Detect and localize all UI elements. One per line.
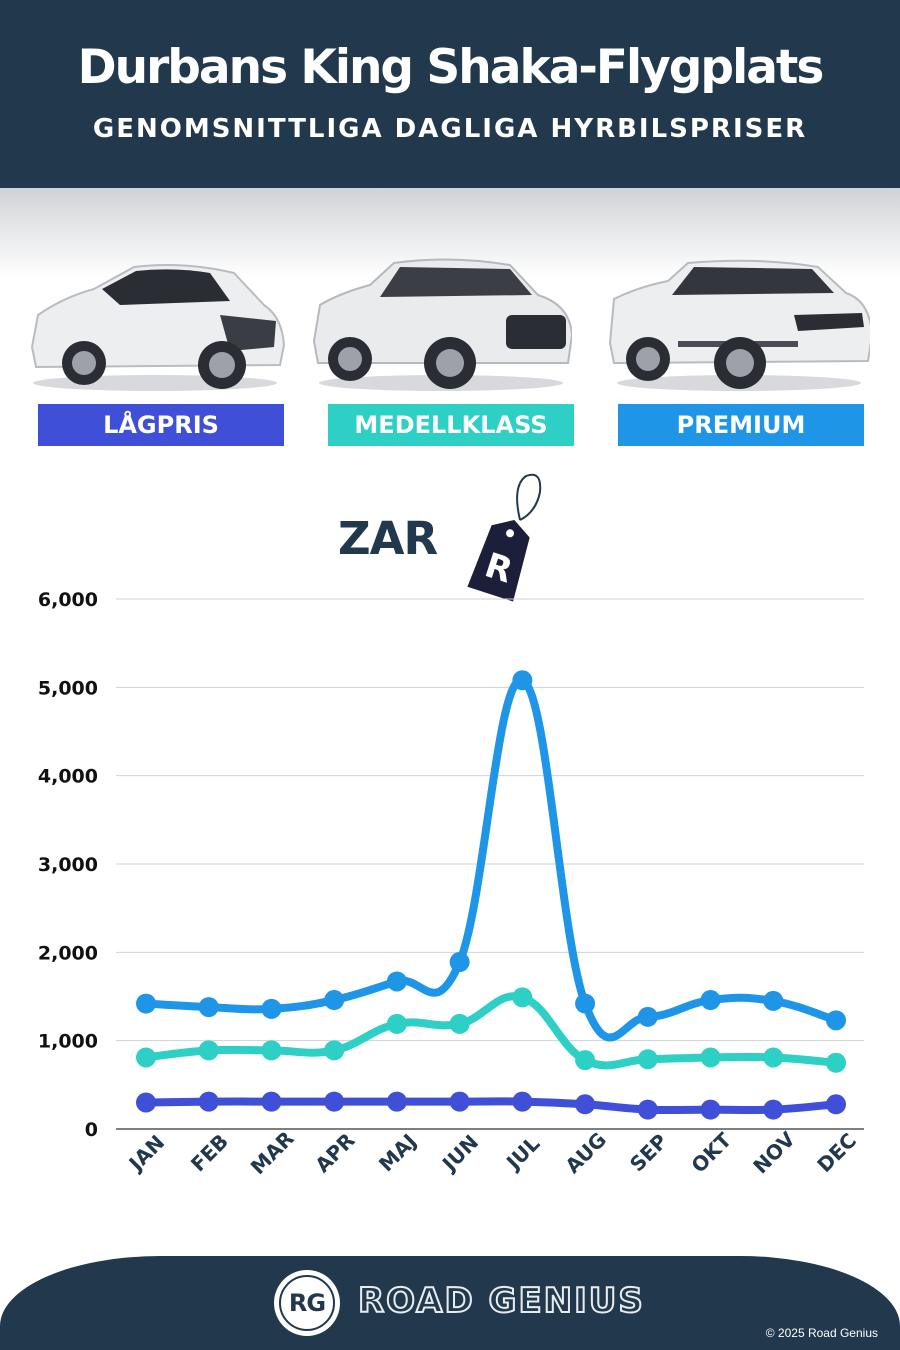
data-point-medellklass xyxy=(449,1013,470,1034)
series-line-lgpris xyxy=(142,1097,840,1115)
economy-car-image xyxy=(24,255,286,395)
y-tick-label: 1,000 xyxy=(38,1031,98,1053)
data-point-medellklass xyxy=(575,1050,596,1071)
price-tag-icon: R xyxy=(467,473,542,602)
premium-car-image xyxy=(608,255,874,395)
data-point-premium xyxy=(386,971,407,992)
x-tick-label: MAJ xyxy=(374,1129,421,1176)
data-point-medellklass xyxy=(386,1013,407,1034)
y-tick-label: 5,000 xyxy=(38,677,98,699)
data-point-premium xyxy=(700,990,721,1011)
brand-name: ROAD GENIUS xyxy=(357,1280,645,1322)
data-point-premium xyxy=(637,1006,658,1027)
data-point-lgpris xyxy=(198,1091,219,1112)
data-point-medellklass xyxy=(512,987,533,1008)
data-point-medellklass xyxy=(324,1040,345,1061)
y-tick-label: 4,000 xyxy=(38,766,98,788)
y-tick-label: 6,000 xyxy=(38,589,98,611)
x-tick-label: NOV xyxy=(748,1127,800,1179)
data-point-lgpris xyxy=(763,1099,784,1120)
data-point-premium xyxy=(198,997,219,1018)
data-point-lgpris xyxy=(700,1099,721,1120)
currency-label: ZAR xyxy=(338,512,438,565)
logo-initials: RG xyxy=(279,1275,335,1331)
data-point-premium xyxy=(575,993,596,1014)
header: Durbans King Shaka-Flygplats GENOMSNITTL… xyxy=(0,0,900,188)
x-tick-label: OKT xyxy=(686,1128,736,1178)
data-point-lgpris xyxy=(826,1094,846,1115)
data-point-premium xyxy=(826,1010,846,1031)
legend-midsize-badge: MEDELLKLASS xyxy=(328,404,574,446)
footer xyxy=(0,1256,900,1350)
x-tick-label: MAR xyxy=(246,1126,299,1179)
midsize-car-image xyxy=(310,255,574,395)
series-line-premium xyxy=(142,676,840,1042)
data-point-premium xyxy=(261,998,282,1019)
data-point-premium xyxy=(763,990,784,1011)
data-point-premium xyxy=(512,670,533,691)
x-tick-label: JUN xyxy=(436,1130,483,1177)
data-point-medellklass xyxy=(136,1047,156,1068)
data-point-medellklass xyxy=(763,1047,784,1068)
x-tick-label: APR xyxy=(310,1128,359,1177)
data-point-medellklass xyxy=(700,1047,721,1068)
data-point-lgpris xyxy=(637,1099,658,1120)
page-subtitle: GENOMSNITTLIGA DAGLIGA HYRBILSPRISER xyxy=(92,114,808,144)
data-point-lgpris xyxy=(136,1092,156,1113)
road-genius-logo: RG xyxy=(274,1270,340,1336)
copyright: © 2025 Road Genius xyxy=(765,1326,878,1340)
x-tick-label: JAN xyxy=(123,1130,169,1176)
data-point-premium xyxy=(136,993,156,1014)
y-tick-label: 2,000 xyxy=(38,942,98,964)
legend-economy-badge: LÅGPRIS xyxy=(38,404,284,446)
data-point-lgpris xyxy=(575,1094,596,1115)
data-point-lgpris xyxy=(449,1091,470,1112)
data-point-medellklass xyxy=(826,1052,846,1073)
x-tick-label: DEC xyxy=(812,1128,861,1177)
page-title: Durbans King Shaka-Flygplats xyxy=(77,40,825,95)
x-tick-label: AUG xyxy=(561,1127,612,1178)
data-point-lgpris xyxy=(386,1091,407,1112)
x-tick-label: JUL xyxy=(500,1131,544,1175)
y-tick-label: 0 xyxy=(85,1119,98,1141)
line-chart: 0 1,000 2,000 3,000 4,000 5,000 6,000 JAN FEB MAR… xyxy=(38,589,864,1179)
data-point-lgpris xyxy=(324,1091,345,1112)
x-tick-label: SEP xyxy=(625,1129,672,1176)
data-point-premium xyxy=(324,990,345,1011)
data-point-lgpris xyxy=(261,1091,282,1112)
data-point-premium xyxy=(449,952,470,973)
data-point-medellklass xyxy=(198,1040,219,1061)
data-point-medellklass xyxy=(261,1040,282,1061)
x-tick-label: FEB xyxy=(186,1129,233,1176)
legend-premium-badge: PREMIUM xyxy=(618,404,864,446)
data-point-lgpris xyxy=(512,1091,533,1112)
y-tick-label: 3,000 xyxy=(38,854,98,876)
data-point-medellklass xyxy=(637,1049,658,1070)
